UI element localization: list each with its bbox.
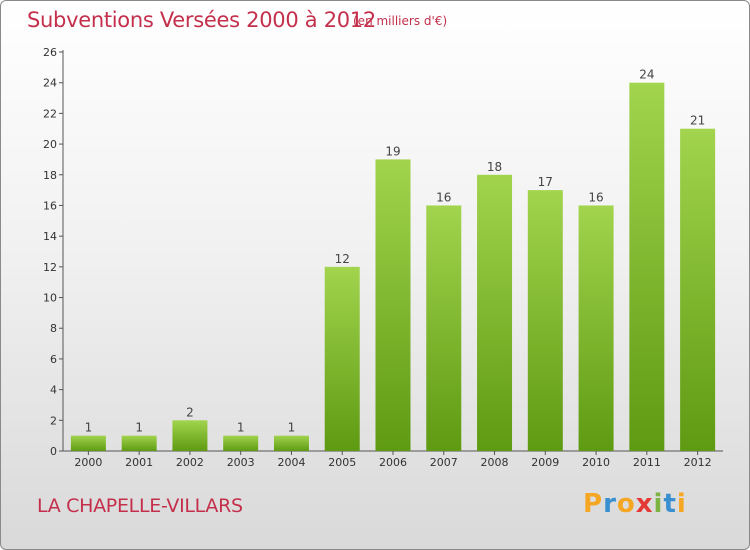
- x-tick-label-2010: 2010: [582, 456, 610, 469]
- x-tick-label-2007: 2007: [430, 456, 458, 469]
- data-label-2006: 19: [385, 144, 400, 158]
- y-tick-label: 16: [43, 199, 57, 212]
- data-label-2007: 16: [436, 190, 451, 204]
- y-tick-label: 14: [43, 230, 57, 243]
- x-tick-label-2002: 2002: [176, 456, 204, 469]
- x-tick-label-2005: 2005: [328, 456, 356, 469]
- data-label-2008: 18: [487, 160, 502, 174]
- data-label-2012: 21: [690, 114, 705, 128]
- y-tick-label: 26: [43, 46, 57, 59]
- bar-2010: [578, 205, 614, 451]
- place-name: LA CHAPELLE-VILLARS: [37, 495, 243, 517]
- logo-letter: i: [653, 489, 664, 519]
- bar-2000: [70, 435, 106, 451]
- x-tick-label-2009: 2009: [531, 456, 559, 469]
- proxiti-logo[interactable]: Proxiti: [583, 489, 687, 519]
- data-label-2011: 24: [639, 68, 654, 82]
- logo-letter: r: [603, 489, 617, 519]
- bar-2011: [629, 82, 665, 451]
- data-label-2001: 1: [135, 421, 143, 435]
- bar-2001: [121, 435, 157, 451]
- y-tick-label: 2: [50, 414, 57, 427]
- y-tick-label: 18: [43, 169, 57, 182]
- logo-letter: t: [663, 489, 677, 519]
- bar-2004: [273, 435, 309, 451]
- bar-2006: [375, 159, 411, 451]
- bar-2007: [426, 205, 462, 451]
- logo-letter: x: [635, 489, 654, 519]
- data-label-2003: 1: [237, 421, 245, 435]
- y-tick-label: 24: [43, 77, 57, 90]
- y-tick-label: 22: [43, 107, 57, 120]
- x-tick-label-2006: 2006: [379, 456, 407, 469]
- x-tick-label-2004: 2004: [277, 456, 305, 469]
- bar-2003: [223, 435, 259, 451]
- y-tick-label: 0: [50, 445, 57, 458]
- y-tick-label: 4: [50, 384, 57, 397]
- y-tick-label: 12: [43, 261, 57, 274]
- bar-2012: [680, 128, 716, 451]
- x-tick-label-2008: 2008: [481, 456, 509, 469]
- x-tick-label-2000: 2000: [74, 456, 102, 469]
- x-tick-label-2001: 2001: [125, 456, 153, 469]
- data-label-2010: 16: [588, 190, 603, 204]
- data-label-2002: 2: [186, 405, 194, 419]
- logo-letter: o: [616, 489, 636, 519]
- chart-title: Subventions Versées 2000 à 2012: [27, 8, 376, 32]
- data-label-2005: 12: [335, 252, 350, 266]
- data-label-2004: 1: [288, 421, 296, 435]
- bar-2002: [172, 420, 208, 451]
- x-tick-label-2012: 2012: [684, 456, 712, 469]
- bar-2005: [324, 266, 360, 451]
- bar-2008: [477, 174, 513, 451]
- data-label-2009: 17: [538, 175, 553, 189]
- logo-letter: i: [676, 489, 687, 519]
- y-tick-label: 6: [50, 353, 57, 366]
- logo-letter: P: [583, 489, 604, 519]
- x-tick-label-2011: 2011: [633, 456, 661, 469]
- x-tick-label-2003: 2003: [227, 456, 255, 469]
- data-label-2000: 1: [85, 421, 93, 435]
- y-tick-label: 10: [43, 292, 57, 305]
- bar-2009: [527, 190, 563, 451]
- y-tick-label: 20: [43, 138, 57, 151]
- y-tick-label: 8: [50, 322, 57, 335]
- chart-subtitle: (en milliers d'€): [353, 14, 448, 28]
